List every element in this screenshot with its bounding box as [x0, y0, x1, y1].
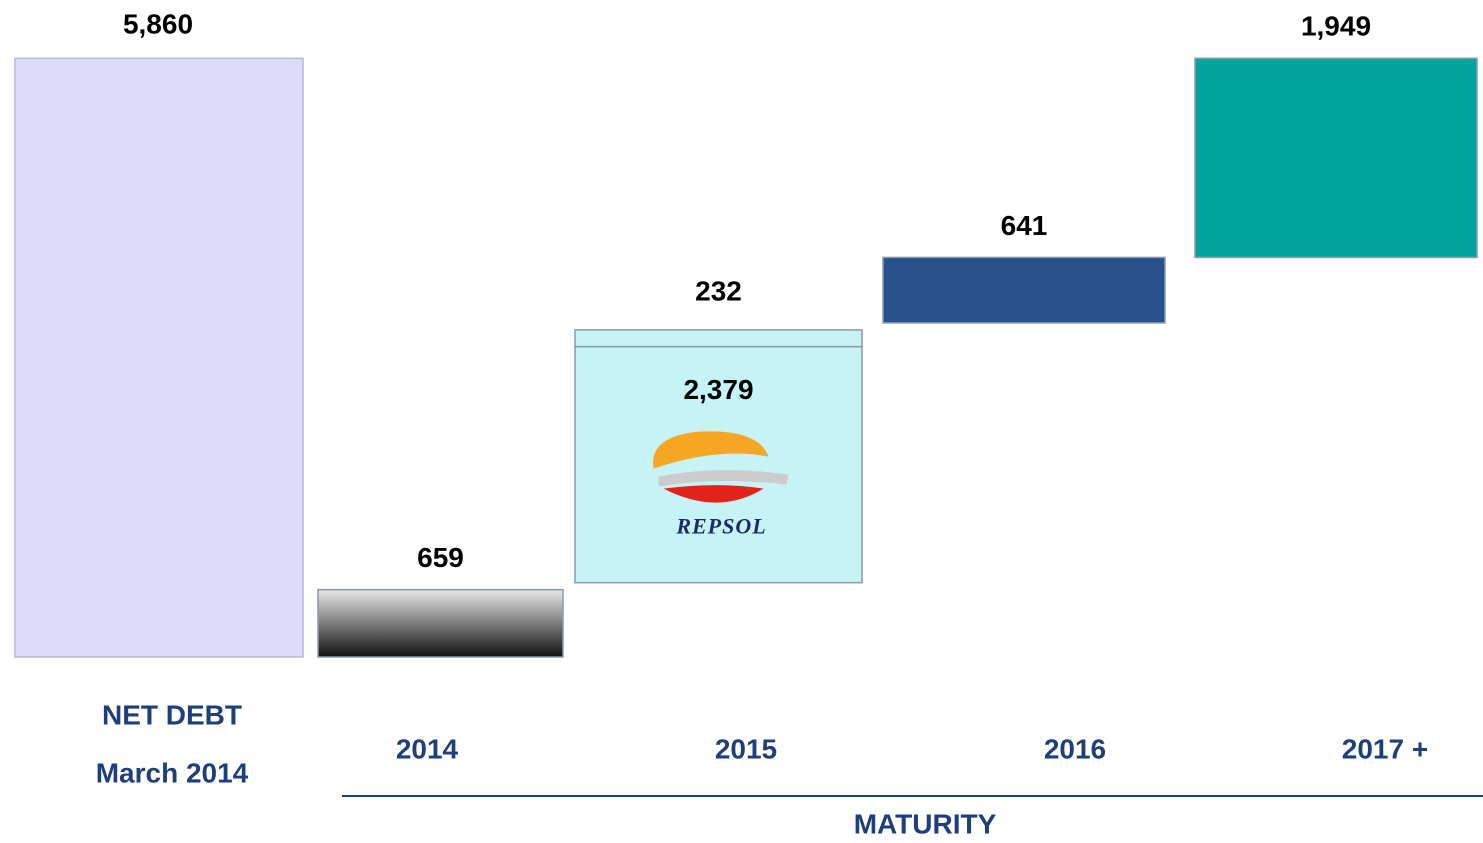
category-label: 2015 [715, 733, 777, 764]
value-label: 5,860 [123, 9, 193, 40]
logo-shape [663, 485, 764, 503]
logo-text: REPSOL [675, 514, 766, 539]
bar [882, 256, 1166, 324]
value-label: 2,379 [683, 374, 753, 405]
total-bar [14, 57, 304, 658]
x-axis-label: MATURITY [854, 808, 997, 839]
bar [574, 329, 863, 348]
logo-shape [653, 431, 769, 469]
bar [1194, 57, 1478, 259]
category-label: March 2014 [96, 757, 249, 788]
bar [317, 588, 564, 658]
category-label: NET DEBT [102, 699, 242, 730]
value-label: 1,949 [1301, 11, 1371, 42]
logo-shape [658, 470, 789, 487]
category-label: 2016 [1044, 733, 1106, 764]
value-label: 232 [695, 275, 742, 306]
bar [574, 345, 863, 584]
value-label: 659 [417, 542, 464, 573]
category-label: 2017 + [1342, 733, 1428, 764]
value-label: 641 [1001, 210, 1048, 241]
category-label: 2014 [396, 733, 459, 764]
